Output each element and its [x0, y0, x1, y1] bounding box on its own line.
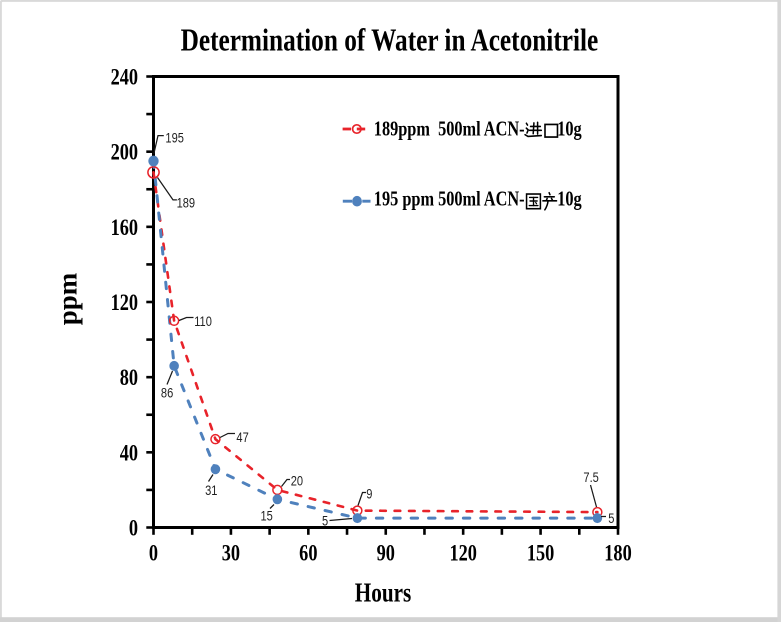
svg-text:40: 40	[120, 439, 138, 466]
svg-text:10g: 10g	[557, 118, 582, 141]
svg-text:20: 20	[291, 473, 303, 489]
svg-text:5: 5	[322, 513, 328, 529]
svg-text:5: 5	[608, 511, 614, 527]
svg-text:189ppm 500ml ACN-: 189ppm 500ml ACN-	[374, 118, 525, 141]
svg-text:0: 0	[129, 514, 138, 541]
svg-text:120: 120	[111, 289, 138, 316]
svg-text:120: 120	[449, 539, 476, 566]
svg-text:195: 195	[165, 130, 184, 146]
svg-text:200: 200	[111, 139, 138, 166]
svg-text:Determination of Water in Acet: Determination of Water in Acetonitrile	[181, 23, 599, 59]
svg-text:0: 0	[149, 539, 158, 566]
svg-text:30: 30	[222, 539, 240, 566]
svg-text:31: 31	[205, 483, 217, 499]
svg-text:10g: 10g	[557, 188, 582, 211]
svg-text:15: 15	[261, 508, 273, 524]
svg-text:9: 9	[366, 486, 372, 502]
svg-text:195 ppm 500ml ACN-: 195 ppm 500ml ACN-	[374, 188, 525, 211]
svg-text:60: 60	[299, 539, 317, 566]
svg-text:47: 47	[236, 430, 248, 446]
svg-text:180: 180	[604, 539, 631, 566]
svg-text:189: 189	[177, 195, 196, 211]
svg-text:90: 90	[377, 539, 395, 566]
svg-text:240: 240	[111, 63, 138, 90]
svg-text:Hours: Hours	[355, 578, 412, 608]
svg-text:110: 110	[194, 314, 212, 330]
svg-text:80: 80	[120, 364, 138, 391]
svg-text:160: 160	[111, 214, 138, 241]
svg-text:86: 86	[161, 385, 173, 401]
svg-text:7.5: 7.5	[583, 470, 598, 486]
svg-text:ppm: ppm	[53, 272, 83, 325]
svg-text:150: 150	[527, 539, 554, 566]
